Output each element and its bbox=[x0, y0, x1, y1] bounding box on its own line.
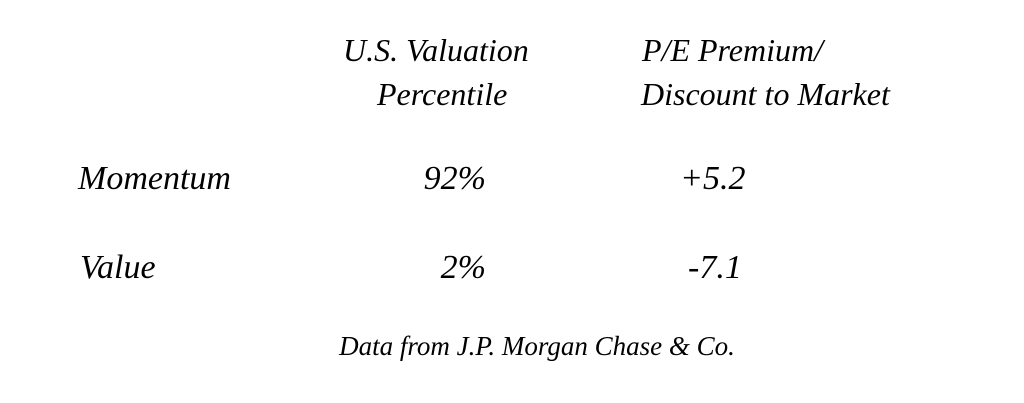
row-label-momentum: Momentum bbox=[78, 160, 231, 197]
header-valuation-percentile-line1: U.S. Valuation bbox=[343, 32, 529, 68]
cell-momentum-percentile: 92% bbox=[423, 160, 486, 197]
header-pe-premium-line2: Discount to Market bbox=[641, 76, 890, 112]
header-valuation-percentile-line2: Percentile bbox=[377, 76, 508, 112]
cell-momentum-pe: +5.2 bbox=[680, 160, 746, 197]
row-label-value: Value bbox=[80, 249, 156, 286]
header-pe-premium-line1: P/E Premium/ bbox=[642, 32, 823, 68]
cell-value-percentile: 2% bbox=[440, 249, 486, 286]
source-note: Data from J.P. Morgan Chase & Co. bbox=[339, 331, 735, 361]
cell-value-pe: -7.1 bbox=[688, 249, 742, 286]
